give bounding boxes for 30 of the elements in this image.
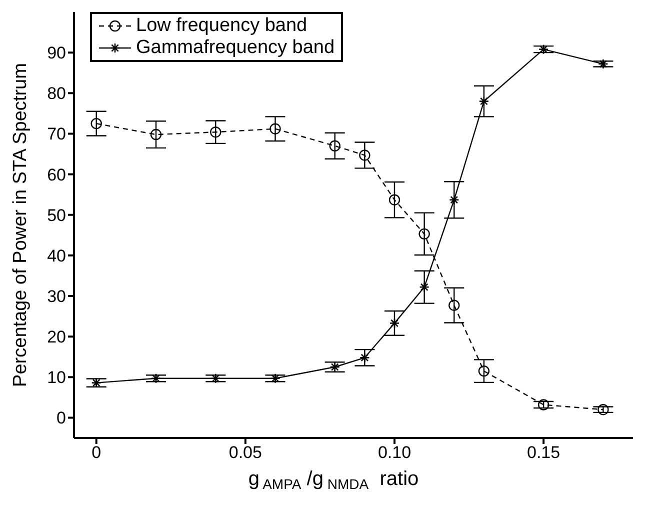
y-tick-label: 20 bbox=[47, 328, 66, 347]
point bbox=[418, 228, 430, 240]
legend-label: Gammafrequency band bbox=[136, 37, 335, 59]
x-axis-title: g$_{AMPA}$ /g$_{NMDA}$ ratio bbox=[248, 468, 419, 492]
point bbox=[359, 150, 370, 161]
y-tick-label: 60 bbox=[47, 165, 66, 184]
point bbox=[478, 365, 490, 377]
x-tick-label: 0.05 bbox=[228, 443, 262, 462]
y-tick-label: 80 bbox=[47, 84, 66, 104]
y-tick-label: 90 bbox=[47, 44, 66, 63]
legend-label: Low frequency band bbox=[136, 15, 308, 37]
y-tick-label: 70 bbox=[47, 124, 66, 144]
point bbox=[150, 128, 162, 140]
point bbox=[448, 300, 460, 311]
x-tick-label: 0 bbox=[92, 443, 102, 462]
y-tick-label: 0 bbox=[56, 408, 66, 428]
point bbox=[388, 194, 400, 206]
x-tick-label: 0.15 bbox=[527, 443, 560, 462]
y-tick-label: 10 bbox=[47, 368, 66, 388]
y-tick-label: 50 bbox=[47, 206, 66, 225]
point bbox=[90, 118, 102, 130]
y-tick-label: 30 bbox=[47, 287, 66, 306]
point bbox=[210, 126, 222, 138]
y-tick-label: 40 bbox=[47, 246, 66, 266]
x-tick-label: 0.10 bbox=[378, 443, 412, 462]
point bbox=[329, 140, 340, 152]
point bbox=[598, 404, 609, 416]
point bbox=[538, 399, 550, 410]
y-axis-title: Percentage of Power in STA Spectrum bbox=[10, 63, 31, 387]
point bbox=[270, 123, 281, 134]
